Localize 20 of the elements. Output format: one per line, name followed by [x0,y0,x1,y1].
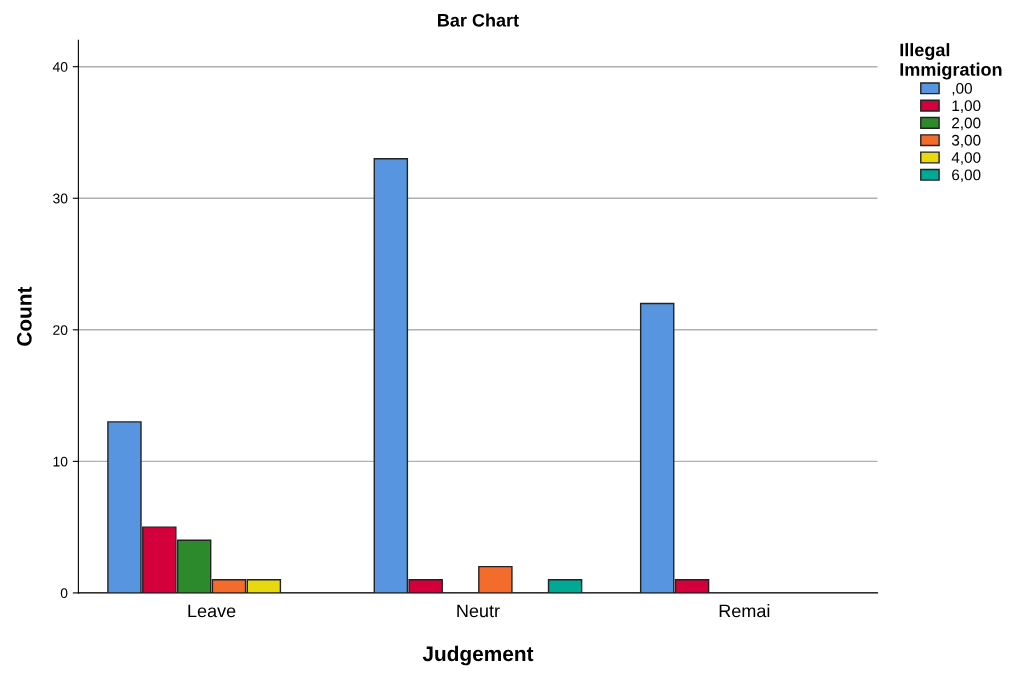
y-tick-label: 30 [53,193,68,204]
legend-label: 4,00 [951,152,981,165]
y-tick-label: 40 [52,62,68,72]
legend-label: 2,00 [952,117,981,131]
legend-label: 1,00 [952,100,981,113]
y-tick-label: 10 [53,456,68,467]
chart-title: Bar Chart [438,13,519,27]
x-tick-label: Neutr [457,604,500,618]
bar [547,579,583,593]
bar [478,565,513,593]
legend-title: Illegal Immigration [900,43,1002,80]
x-tick-label: Remai [719,604,770,618]
y-tick-label: 0 [60,588,68,599]
x-tick-label: Leave [188,604,236,618]
legend-label: 3,00 [951,134,981,148]
legend-label: 6,00 [952,169,981,183]
y-axis-title: Count [16,286,32,346]
legend-label: ,00 [952,82,972,96]
y-tick-label: 20 [53,325,68,335]
x-axis-title: Judgement [422,645,534,666]
